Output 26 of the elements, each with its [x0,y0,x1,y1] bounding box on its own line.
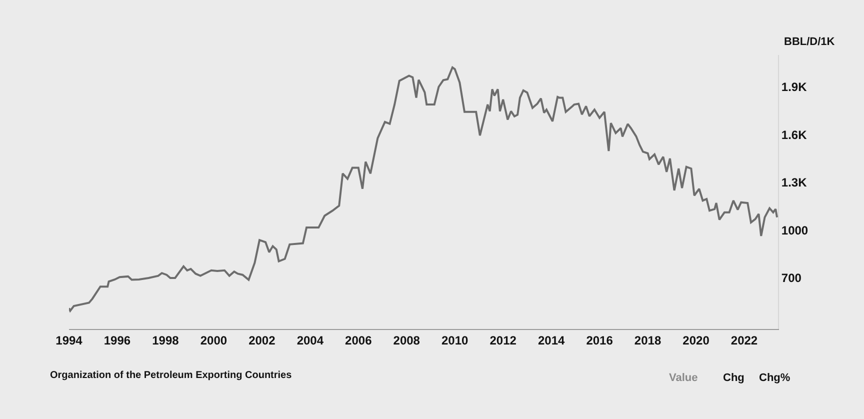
text: Value [669,372,698,384]
x-tick-label: 1996 [104,333,131,348]
text: Chg% [759,372,790,384]
x-tick-label: 2016 [586,333,614,348]
x-tick-label: 2000 [200,333,228,348]
y-axis-title: BBL/D/1K [784,36,835,48]
text: Chg [723,372,744,384]
x-tick-label: 2006 [345,333,372,348]
x-tick-label: 2022 [730,333,758,348]
x-tick-label: 2018 [634,333,662,348]
text: Organization of the Petroleum Exporting Countries [50,370,292,381]
x-tick-label: 2002 [248,333,276,348]
x-tick-label: 2012 [490,333,517,348]
y-tick-label: 1.3K [781,176,808,190]
y-tick-label: 1000 [781,223,808,238]
y-tick-label: 1.6K [781,128,808,142]
y-tick-label: 700 [781,271,802,286]
x-tick-label: 2004 [296,333,324,348]
x-tick-label: 2008 [393,333,420,348]
x-tick-label: 2010 [442,333,469,348]
line-series [69,66,778,312]
x-tick-label: 1994 [56,333,83,348]
x-tick-label: 1998 [152,333,180,348]
x-tick-label: 2020 [682,333,710,348]
y-tick-label: 1.9K [781,80,808,94]
x-tick-label: 2014 [538,333,565,348]
